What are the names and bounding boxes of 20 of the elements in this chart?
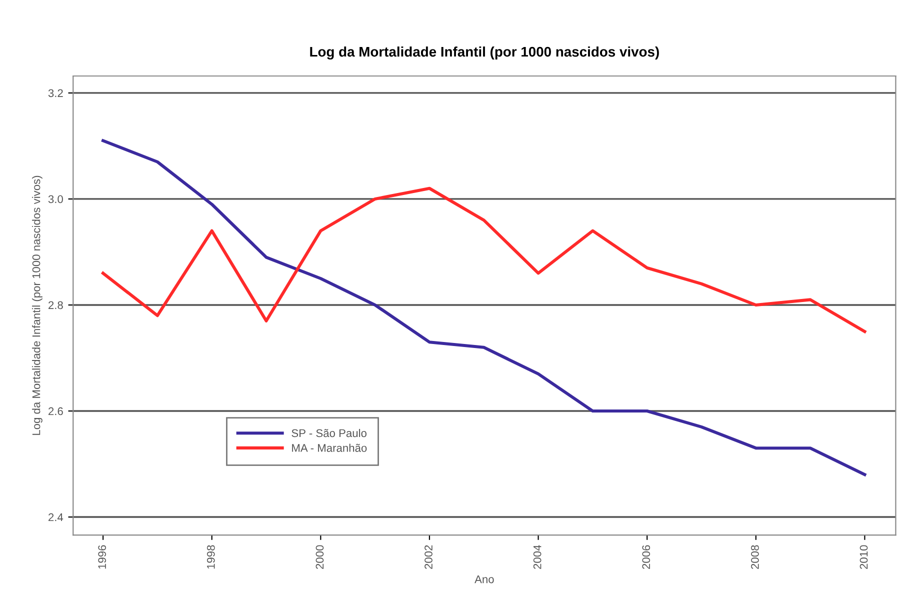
- y-tick-label: 2.4: [48, 513, 64, 522]
- x-tick-label: 2010: [860, 545, 868, 569]
- y-tick-label: 3.2: [48, 89, 63, 98]
- y-tick-label: 2.8: [48, 301, 63, 310]
- x-axis-title: Ano: [474, 575, 494, 584]
- x-tick-label: 2006: [642, 545, 650, 569]
- x-tick-label: 2004: [533, 545, 542, 569]
- line-series: [102, 186, 866, 334]
- x-tick-label: 1998: [206, 545, 215, 569]
- x-tick-label: 1996: [98, 545, 106, 569]
- x-tick-label: 2000: [316, 545, 324, 569]
- line-series: [102, 139, 866, 476]
- legend-label: MA - Maranhão: [292, 444, 367, 452]
- x-tick-label: 2002: [424, 545, 432, 569]
- legend-label: SP - São Paulo: [292, 428, 366, 438]
- y-axis-title: Log da Mortalidade Infantil (por 1000 nascidos vivos): [32, 176, 42, 435]
- y-tick-label: 3.0: [48, 195, 63, 204]
- chart-title: Log da Mortalidade Infantil (por 1000 nascidos vivos): [310, 46, 659, 60]
- x-tick-label: 2008: [751, 545, 759, 569]
- y-tick-label: 2.6: [48, 407, 63, 416]
